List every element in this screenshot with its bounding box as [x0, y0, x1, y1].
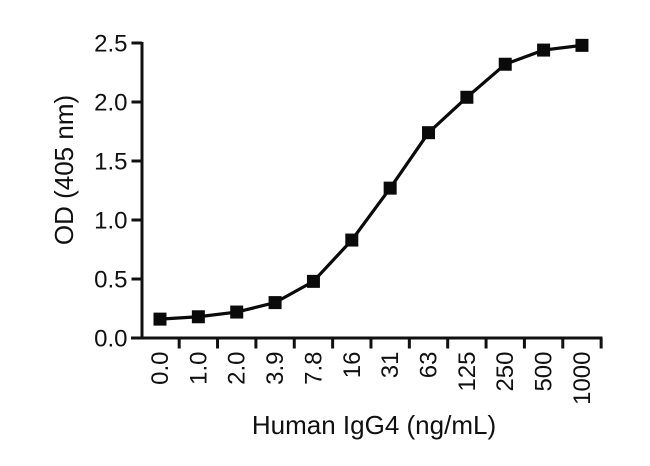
y-tick-label: 0.0	[94, 326, 127, 353]
data-point-marker	[345, 233, 359, 247]
data-point-marker	[191, 310, 205, 324]
standard-curve-line	[159, 43, 583, 321]
x-axis-title: Human IgG4 (ng/mL)	[252, 410, 496, 440]
x-tick-label: 3.9	[262, 352, 289, 385]
data-series	[153, 38, 589, 326]
y-tick-label: 0.5	[94, 267, 127, 294]
y-axis-title: OD (405 nm)	[49, 95, 79, 245]
data-point-marker	[422, 126, 436, 140]
data-point-marker	[498, 57, 512, 71]
data-point-marker	[460, 90, 474, 104]
y-tick-label: 1.5	[94, 149, 127, 176]
y-tick-label: 2.0	[94, 90, 127, 117]
data-point-marker	[575, 38, 589, 52]
x-tick-label: 250	[492, 352, 519, 392]
y-tick-label: 1.0	[94, 208, 127, 235]
data-point-marker	[383, 181, 397, 195]
tick-labels: 0.0 0.5 1.0 1.5 2.0 2.5 0.0 1.0 2.0 3.9 7.8 16 31 63 1…	[94, 31, 596, 405]
x-tick-label: 125	[454, 352, 481, 392]
x-tick-label: 500	[531, 352, 558, 392]
x-tick-label: 16	[339, 352, 366, 379]
x-tick-label: 2.0	[224, 352, 251, 385]
x-tick-label: 31	[377, 352, 404, 379]
x-tick-label: 1000	[569, 352, 596, 405]
x-tick-label: 1.0	[185, 352, 212, 385]
axis-ticks	[131, 41, 603, 349]
x-tick-label: 63	[416, 352, 443, 379]
data-point-marker	[537, 43, 551, 57]
x-tick-label: 7.8	[300, 352, 327, 385]
axes	[131, 42, 603, 340]
x-tick-label: 0.0	[147, 352, 174, 385]
data-point-marker	[306, 274, 320, 288]
data-point-marker	[230, 305, 244, 319]
data-point-marker	[268, 296, 282, 310]
data-point-marker	[153, 312, 167, 326]
y-tick-label: 2.5	[94, 31, 127, 58]
